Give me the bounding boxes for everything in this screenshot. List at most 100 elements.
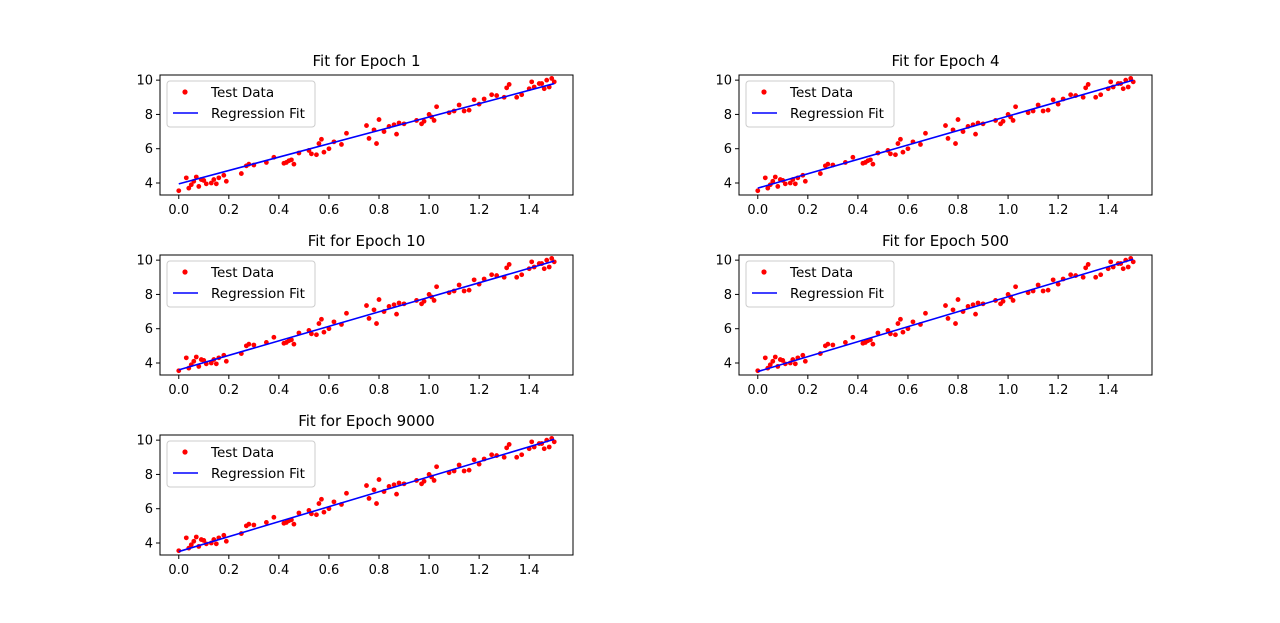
test-data-point [223,178,229,184]
test-data-point [216,175,222,181]
axes-frame [159,434,574,556]
x-tick-label: 0.0 [168,203,189,218]
test-data-point [973,131,978,137]
x-tick-label: 1.0 [998,203,1019,218]
y-tick-label: 10 [136,74,153,89]
test-data-point [374,321,379,326]
test-data-point [1120,86,1126,92]
test-data-point [514,94,520,100]
test-data-point [211,177,217,182]
test-data-point [196,184,202,189]
legend: Test Data Regression Fit [745,260,895,308]
test-data-point [223,538,229,544]
test-data-point [900,149,906,155]
test-data-point [504,85,510,91]
x-tick-label: 0.4 [848,383,869,398]
test-data-point [223,358,229,364]
x-tick-label: 0.0 [168,383,189,398]
x-tick-label: 0.4 [269,203,290,218]
test-data-point [1035,282,1041,288]
test-data-point [870,161,876,167]
test-data-point [321,329,327,335]
legend-marker-test-data [182,89,188,95]
legend: Test Data Regression Fit [166,80,316,128]
legend-label-test-data: Test Data [789,85,853,101]
test-data-point [770,358,776,364]
test-data-point [376,117,382,122]
subplot: Fit for Epoch 4 0.0 0.2 0.4 0.6 0.8 1.0 1.2 1.4 4… [715,52,1153,218]
test-data-point [183,535,189,541]
test-data-point [326,146,332,152]
test-data-point [1125,264,1131,270]
test-data-point [456,282,462,288]
test-data-point [466,467,472,473]
test-data-point [391,482,397,488]
test-data-point [434,104,439,110]
x-tick-label: 1.0 [998,383,1019,398]
test-data-point [309,331,314,337]
test-data-point [386,304,392,309]
y-tick-label: 6 [724,322,732,337]
test-data-point [461,288,467,294]
test-data-point [775,184,781,189]
test-data-point [319,316,324,322]
test-data-point [201,538,207,543]
legend-marker-test-data [182,269,188,275]
legend: Test Data Regression Fit [745,80,895,128]
x-tick-label: 1.2 [1048,203,1069,218]
test-data-point [331,319,337,325]
x-tick-label: 1.4 [1098,203,1119,218]
test-data-point [1080,274,1086,280]
test-data-point [309,151,314,157]
test-data-point [186,185,192,191]
test-data-point [960,129,966,134]
test-data-point [394,131,399,137]
y-tick-label: 4 [724,357,732,372]
test-data-point [943,303,948,308]
x-tick-label: 0.8 [369,203,390,218]
legend-label-regression-fit: Regression Fit [211,466,305,482]
legend-label-test-data: Test Data [210,265,274,281]
test-data-point [456,102,462,108]
axes-frame [159,254,574,376]
test-data-point [291,341,297,347]
test-data-point [787,180,793,186]
test-data-point [193,534,199,540]
test-data-point [945,136,951,141]
test-data-point [1055,281,1061,287]
y-tick-label: 8 [145,108,153,123]
test-data-point [431,118,437,123]
legend: Test Data Regression Fit [166,440,316,488]
test-data-point [546,444,552,450]
test-data-point [461,108,467,114]
test-data-point [316,141,322,146]
chart-title: Fit for Epoch 4 [892,52,1000,70]
test-data-point [364,483,369,488]
test-data-point [898,136,903,142]
subplot: Fit for Epoch 500 0.0 0.2 0.4 0.6 0.8 1.0 1.2 1.… [715,232,1153,398]
chart-title: Fit for Epoch 9000 [298,412,435,430]
test-data-point [296,510,302,516]
test-data-point [1128,76,1134,81]
test-data-point [1093,94,1099,100]
test-data-point [421,118,427,124]
test-data-point [792,361,798,367]
test-data-point [1125,84,1131,90]
x-tick-label: 0.6 [319,383,340,398]
y-tick-label: 6 [145,502,153,517]
test-data-point [319,496,324,502]
x-tick-label: 0.6 [319,563,340,578]
x-tick-label: 1.2 [469,203,490,218]
test-data-point [188,542,194,548]
test-data-point [314,332,319,338]
test-data-point [541,266,547,272]
y-tick-label: 4 [145,357,153,372]
test-data-point [374,141,379,146]
test-data-point [271,514,277,520]
test-data-point [1098,272,1104,278]
y-tick-label: 4 [145,537,153,552]
test-data-point [246,521,252,527]
test-data-point [772,354,778,360]
regression-fit-line [757,79,1134,189]
test-data-point [494,93,500,98]
